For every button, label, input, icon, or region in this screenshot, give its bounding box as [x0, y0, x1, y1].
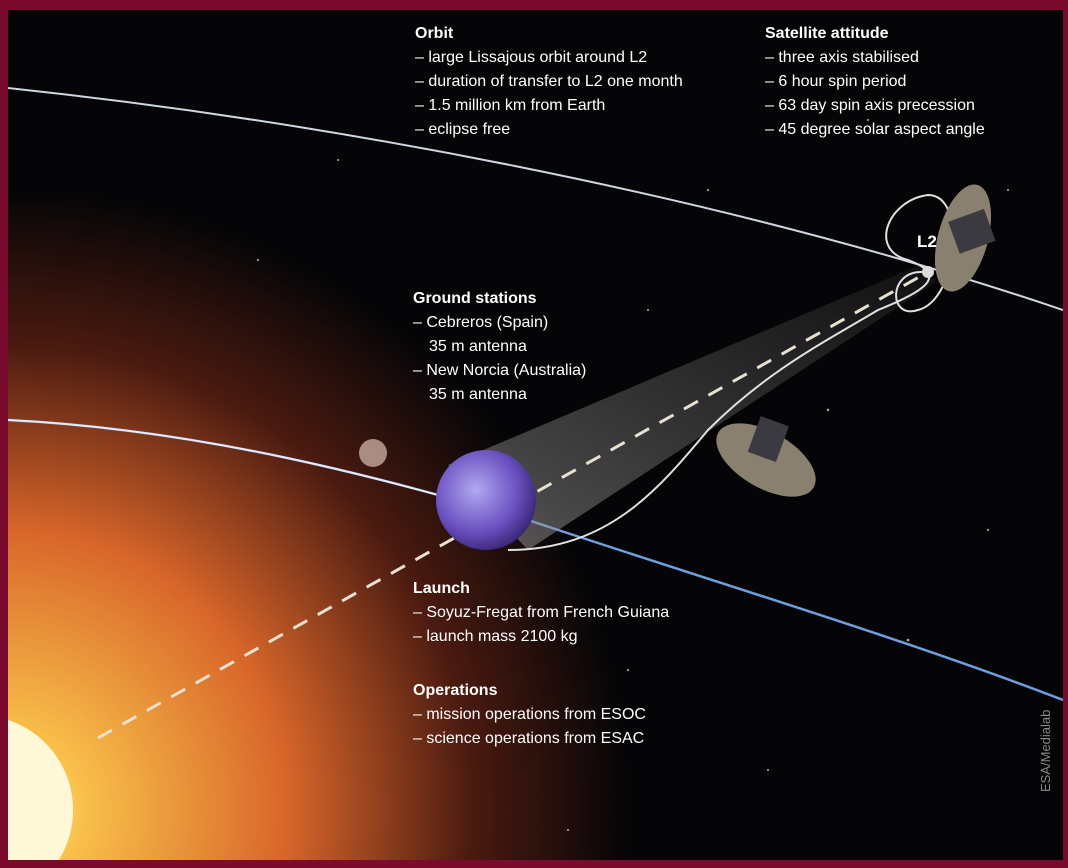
info-block: Launch– Soyuz-Fregat from French Guiana–…	[413, 577, 669, 649]
image-credit: ESA/Medialab	[1038, 682, 1053, 792]
info-block: Ground stations– Cebreros (Spain)35 m an…	[413, 287, 586, 407]
earth	[436, 450, 536, 550]
info-block: Operations– mission operations from ESOC…	[413, 679, 646, 751]
block-item: – Soyuz-Fregat from French Guiana	[413, 601, 669, 625]
block-title: Launch	[413, 577, 669, 601]
l2-label: L2	[917, 232, 937, 252]
block-title: Orbit	[415, 22, 683, 46]
block-item: – New Norcia (Australia)	[413, 359, 586, 383]
block-item: – science operations from ESAC	[413, 727, 646, 751]
block-item: 35 m antenna	[413, 383, 586, 407]
l2-point	[922, 266, 934, 278]
info-block: Satellite attitude– three axis stabilise…	[765, 22, 985, 142]
block-item: – launch mass 2100 kg	[413, 625, 669, 649]
block-item: – 6 hour spin period	[765, 70, 985, 94]
block-title: Ground stations	[413, 287, 586, 311]
block-item: – 1.5 million km from Earth	[415, 94, 683, 118]
block-item: – mission operations from ESOC	[413, 703, 646, 727]
block-title: Operations	[413, 679, 646, 703]
block-item: – 63 day spin axis precession	[765, 94, 985, 118]
block-title: Satellite attitude	[765, 22, 985, 46]
block-item: – large Lissajous orbit around L2	[415, 46, 683, 70]
block-item: – Cebreros (Spain)	[413, 311, 586, 335]
moon	[359, 439, 387, 467]
block-item: – 45 degree solar aspect angle	[765, 118, 985, 142]
block-item: – eclipse free	[415, 118, 683, 142]
block-item: – three axis stabilised	[765, 46, 985, 70]
info-block: Orbit– large Lissajous orbit around L2– …	[415, 22, 683, 142]
page: Orbit– large Lissajous orbit around L2– …	[0, 0, 1068, 868]
block-item: 35 m antenna	[413, 335, 586, 359]
block-item: – duration of transfer to L2 one month	[415, 70, 683, 94]
